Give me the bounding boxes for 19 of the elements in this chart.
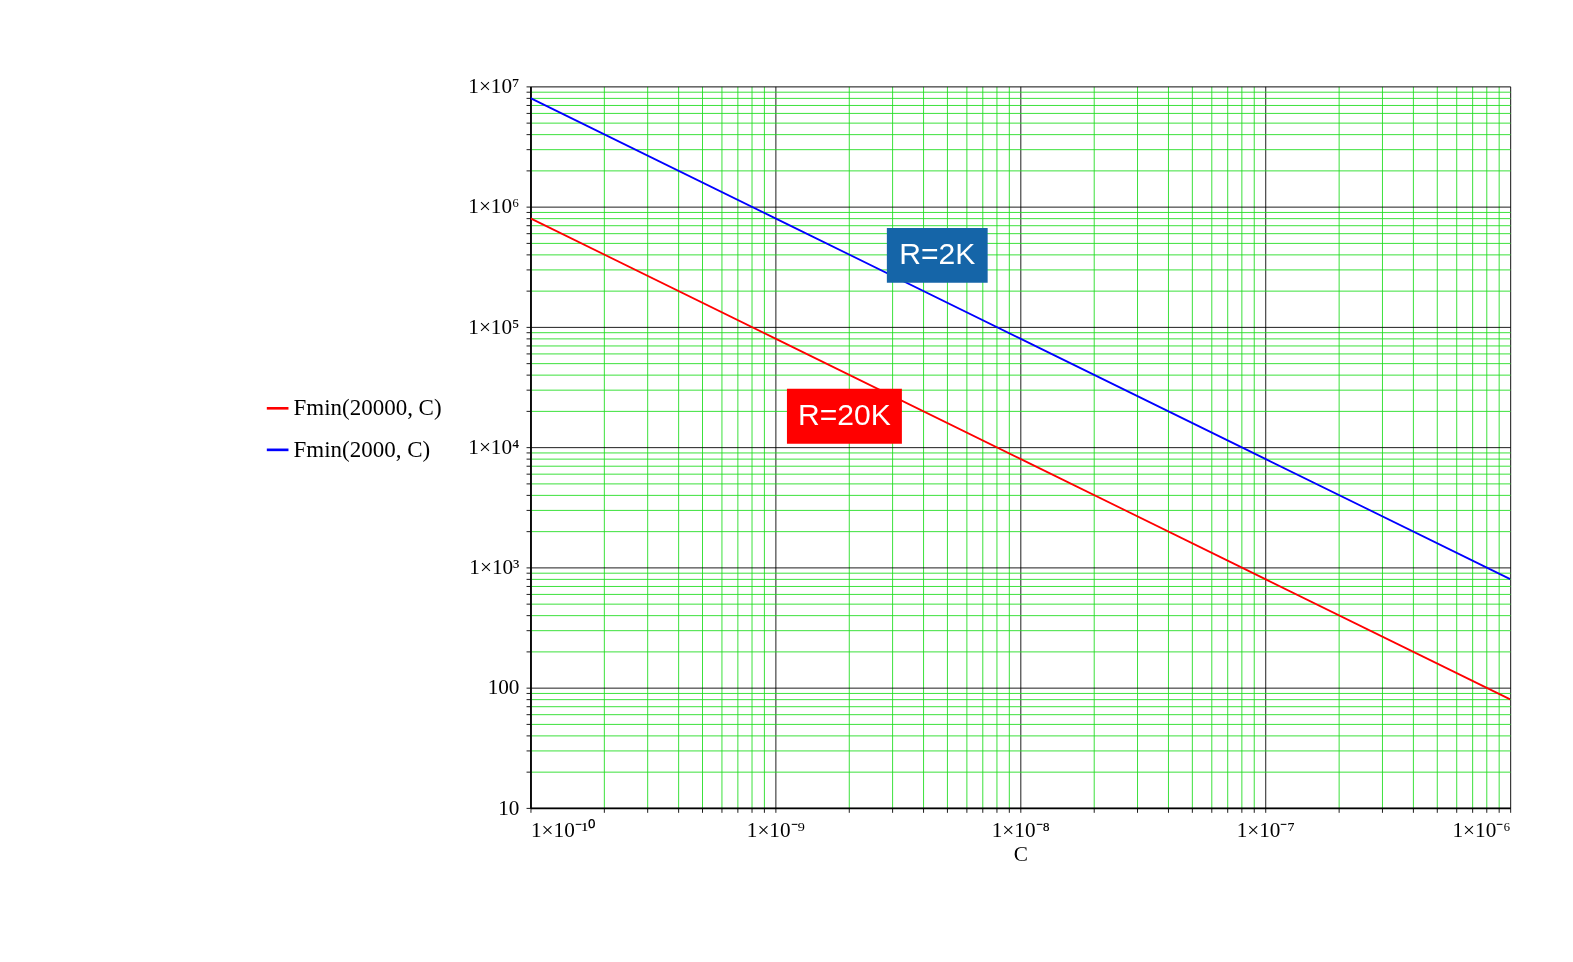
y-tick-label: 1×10³ [469,555,520,580]
y-tick-label: 1×10⁵ [468,314,520,339]
y-tick-label: 1×10⁴ [468,434,520,459]
x-tick-label: 1×10⁻⁷ [1236,817,1295,842]
annotation: R=2K [899,237,976,271]
y-tick-label: 1×10⁷ [468,74,520,99]
x-tick-label: 1×10⁻⁸ [991,817,1050,842]
line-series [530,97,1511,580]
y-tick-label: 10 [498,795,520,820]
x-axis-title: C [1013,842,1028,867]
legend-label: Fmin(2000, C) [293,436,431,462]
y-tick-label: 1×10⁶ [468,194,520,219]
legend-label: Fmin(20000, C) [293,395,442,421]
annotation: R=20K [798,398,891,432]
x-tick-label: 1×10⁻⁹ [746,817,805,842]
line-series [530,217,1511,701]
x-tick-label: 1×10⁻¹⁰ [530,817,596,842]
x-tick-label: 1×10⁻⁶ [1452,817,1511,842]
y-tick-label: 100 [487,675,520,700]
